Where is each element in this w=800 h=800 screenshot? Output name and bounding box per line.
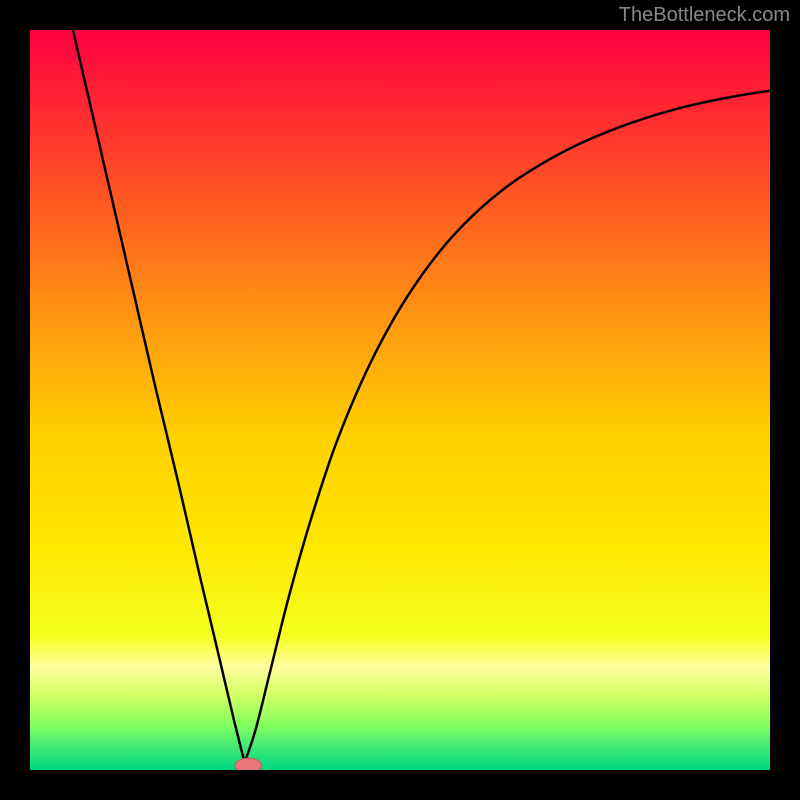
- chart-container: [30, 30, 770, 770]
- chart-svg: [30, 30, 770, 770]
- chart-background: [30, 30, 770, 770]
- watermark-text: TheBottleneck.com: [619, 4, 790, 27]
- min-marker: [235, 758, 262, 770]
